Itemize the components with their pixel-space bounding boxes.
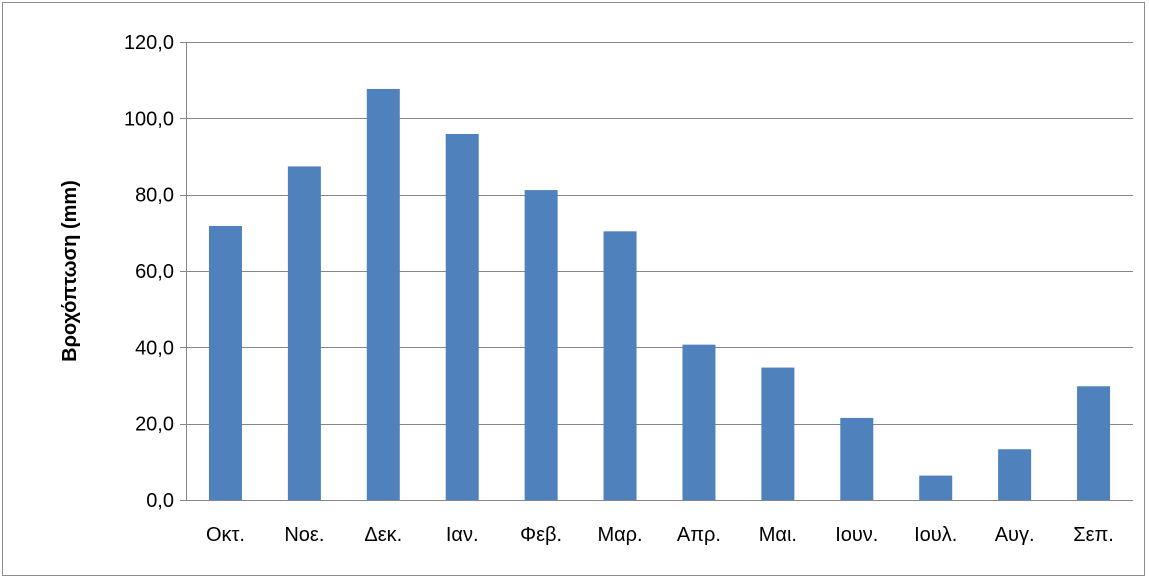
bar (840, 417, 874, 500)
bar (366, 88, 400, 500)
x-tick-label: Ιουλ. (914, 524, 957, 546)
x-tick-label: Αυγ. (995, 524, 1035, 546)
bar (208, 225, 242, 501)
x-tick-label: Σεπ. (1073, 524, 1114, 546)
y-tick-label: 100,0 (124, 108, 174, 130)
y-tick-label: 0,0 (146, 490, 174, 512)
x-tick-labels: Οκτ. Νοε. Δεκ. Ιαν. Φεβ. Μαρ. Απρ. Μαι. Ιουν. Ιου… (206, 524, 1114, 546)
y-axis-title: Βροχόπτωση (mm) (59, 180, 81, 362)
y-tick-label: 120,0 (124, 32, 174, 54)
bar (524, 190, 558, 500)
bar (287, 166, 321, 500)
bar (998, 449, 1032, 500)
x-tick-label: Ιουν. (835, 524, 878, 546)
bar (445, 133, 479, 500)
x-tick-label: Νοε. (284, 524, 324, 546)
y-tick-label: 60,0 (135, 261, 174, 283)
bar (761, 367, 795, 500)
x-tick-label: Φεβ. (520, 524, 562, 546)
bar (919, 475, 953, 500)
y-tick-label: 40,0 (135, 337, 174, 359)
x-tick-label: Οκτ. (206, 524, 245, 546)
bar (603, 231, 637, 500)
bar (1077, 386, 1111, 500)
x-tick-label: Δεκ. (364, 524, 402, 546)
x-tick-label: Μαρ. (597, 524, 642, 546)
y-tick-label: 20,0 (135, 414, 174, 436)
y-tick-label: 80,0 (135, 185, 174, 207)
bar (682, 344, 716, 500)
bars (208, 88, 1111, 501)
x-tick-label: Μαι. (759, 524, 797, 546)
y-tick-labels: 0,0 20,0 40,0 60,0 80,0 100,0 120,0 (124, 32, 174, 512)
x-tick-label: Απρ. (677, 524, 721, 546)
gridlines (180, 42, 1133, 501)
x-tick-label: Ιαν. (446, 524, 479, 546)
